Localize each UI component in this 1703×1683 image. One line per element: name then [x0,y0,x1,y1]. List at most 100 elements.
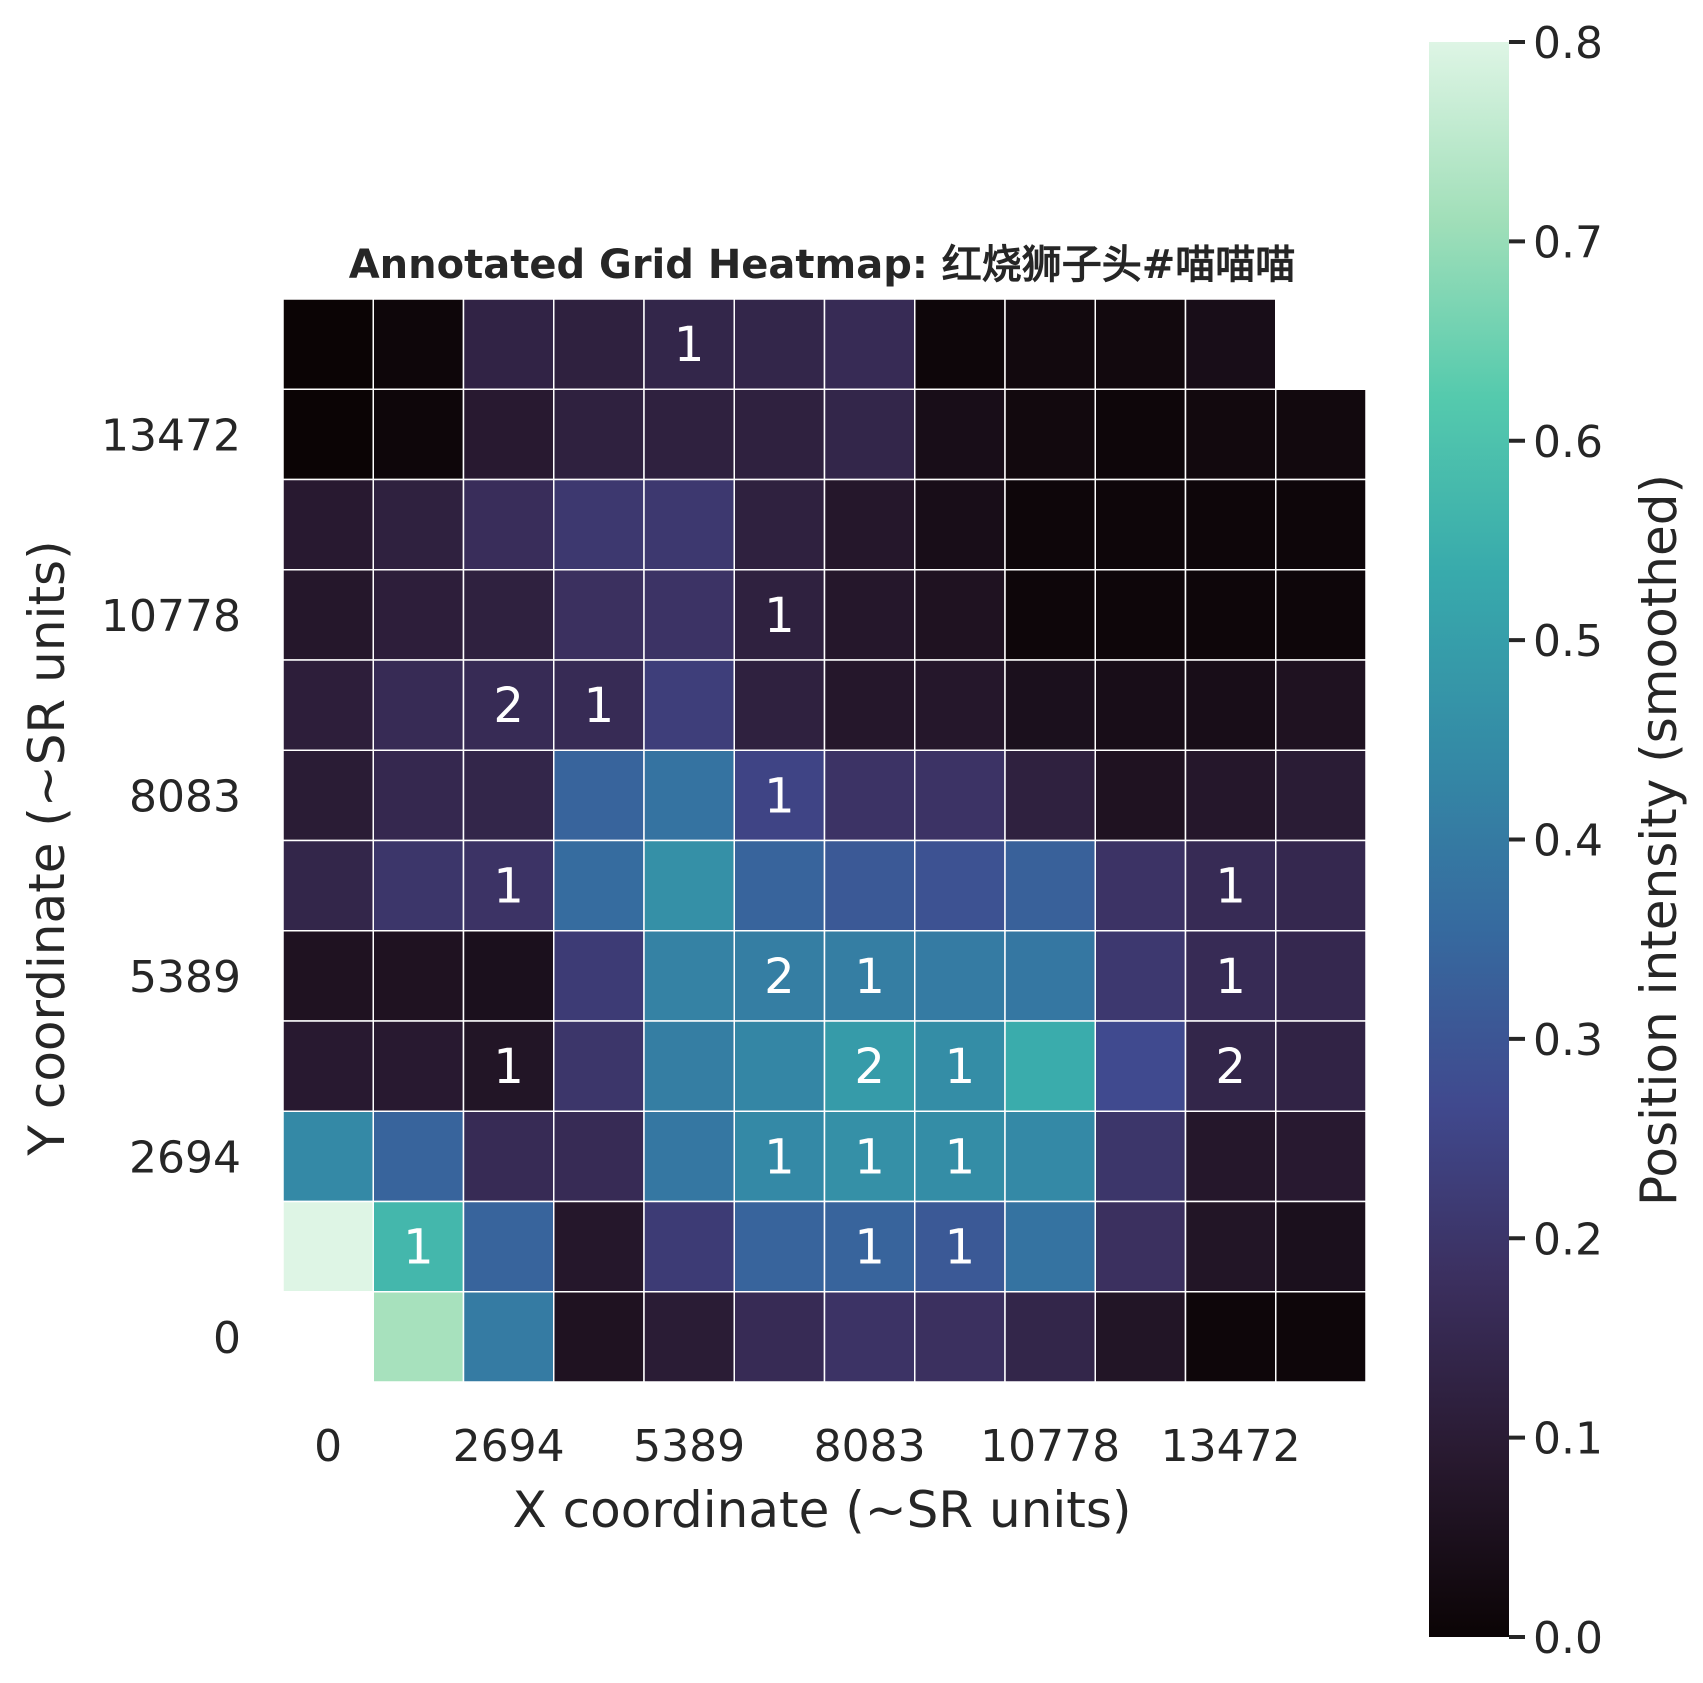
heatmap-cell [1094,1110,1187,1203]
x-tick-label: 2694 [453,1421,565,1472]
x-tick-label: 13472 [1161,1421,1301,1472]
colorbar-tick-label: 0.0 [1533,1613,1603,1664]
heatmap-cell [823,1291,916,1383]
heatmap-cell [914,569,1006,661]
heatmap-cell [372,1110,465,1203]
heatmap-cell [823,659,916,751]
heatmap-cell [1004,388,1096,481]
heatmap-cell [553,839,645,932]
heatmap-cell [823,478,916,571]
heatmap-cell [553,478,645,571]
cell-annotation: 1 [493,1039,524,1095]
heatmap-cell [553,569,645,661]
heatmap-cell [914,659,1006,751]
x-tick-label: 5389 [633,1421,745,1472]
heatmap-cell [1004,478,1096,571]
heatmap-cell [553,749,645,842]
cell-annotation: 1 [764,588,795,644]
heatmap-cell [1275,930,1367,1022]
heatmap-cell [282,659,374,751]
heatmap-cell [1004,569,1096,661]
heatmap-cell [462,659,555,751]
heatmap-cell [1275,749,1367,842]
heatmap-cell [1275,478,1367,571]
cell-annotation: 1 [854,1129,885,1185]
heatmap-cell [733,1291,826,1383]
heatmap-cell [1094,1200,1187,1293]
heatmap-cell [914,930,1006,1022]
heatmap-cell [1184,1291,1277,1383]
cell-annotation: 2 [764,949,795,1005]
heatmap-cell [1004,1110,1096,1203]
x-axis-ticks: 0 2694 5389 8083 10778 13472 [314,1421,1300,1472]
y-tick-label: 0 [213,1313,241,1364]
y-axis-title: Y coordinate (~SR units) [18,540,76,1156]
y-tick-label: 5389 [129,952,241,1003]
heatmap-cell [372,1291,465,1383]
heatmap-cell [1275,1110,1367,1203]
heatmap-cell [823,298,916,390]
heatmap-cell [462,1200,555,1293]
heatmap-cell [553,1200,645,1293]
cell-annotation: 1 [403,1220,434,1276]
heatmap-cell [1184,659,1277,751]
heatmap-cell [372,478,465,571]
cell-annotation: 1 [945,1220,976,1276]
heatmap-cell [1184,1110,1277,1203]
x-tick-label: 0 [314,1421,342,1472]
colorbar-title: Position intensity (smoothed) [1630,474,1688,1206]
colorbar [1429,42,1509,1637]
heatmap-cell [733,1200,826,1293]
heatmap-cell [462,478,555,571]
heatmap-cell [823,1200,916,1293]
heatmap-cell [462,388,555,481]
heatmap-cell [914,388,1006,481]
heatmap-cell [1094,298,1187,390]
heatmap-cell [1275,1200,1367,1293]
heatmap-cell [462,1291,555,1383]
heatmap-cell [1275,569,1367,661]
colorbar-tick-label: 0.6 [1533,417,1603,468]
heatmap-cell [282,839,374,932]
cell-annotation: 1 [493,859,524,915]
heatmap-cell [1275,388,1367,481]
heatmap-cell [372,298,465,390]
heatmap-cell [1275,1291,1367,1383]
heatmap-cell [372,388,465,481]
heatmap-cell [733,1020,826,1112]
heatmap-cell [282,1110,374,1203]
heatmap-cell [1184,930,1277,1022]
cell-annotation: 1 [584,678,615,734]
heatmap-cell [733,839,826,932]
heatmap-cell [1184,569,1277,661]
heatmap-cell [823,1110,916,1203]
heatmap-cell [733,478,826,571]
heatmap-cell [462,930,555,1022]
y-tick-label: 8083 [129,771,241,822]
heatmap-cell [643,930,735,1022]
heatmap-cell [914,298,1006,390]
heatmap-cell [1004,659,1096,751]
colorbar-ticks: 0.0 0.1 0.2 0.3 0.4 0.5 0.6 0.7 0.8 [1509,18,1603,1664]
heatmap-cell [282,569,374,661]
heatmap-cells [282,298,1367,1383]
cell-annotation: 1 [945,1129,976,1185]
heatmap-cell [643,298,735,390]
x-axis-title: X coordinate (~SR units) [513,1481,1132,1539]
heatmap-cell [914,1291,1006,1383]
heatmap-cell [1094,478,1187,571]
heatmap-cell [1184,298,1277,390]
heatmap-cell [462,1110,555,1203]
heatmap-cell [914,478,1006,571]
heatmap-cell [1004,1020,1096,1112]
heatmap-cell [823,569,916,661]
heatmap-cell [1094,1291,1187,1383]
cell-annotation: 1 [674,317,705,373]
y-axis-ticks: 0 2694 5389 8083 10778 13472 [101,410,241,1364]
heatmap-cell [914,839,1006,932]
heatmap-cell [733,569,826,661]
heatmap-cell [823,388,916,481]
heatmap-cell [643,749,735,842]
heatmap-cell [1094,749,1187,842]
